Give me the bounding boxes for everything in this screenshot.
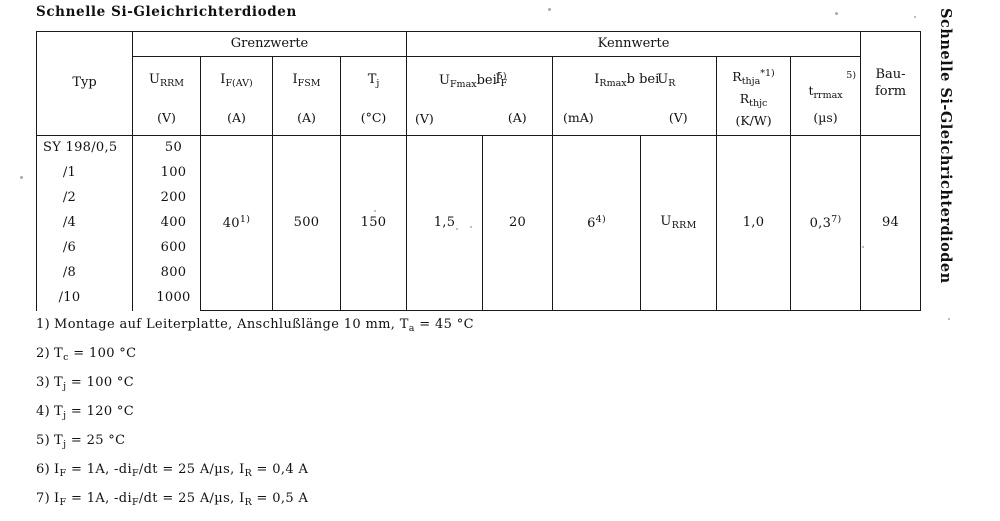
- table-row: /10 1000: [36, 285, 921, 311]
- page-title: Schnelle Si-Gleichrichterdioden: [36, 4, 297, 20]
- table-row: /6 600: [36, 235, 921, 261]
- scan-speckle: [862, 246, 864, 248]
- footnote-1: 1) Montage auf Leiterplatte, Anschlußläng…: [36, 317, 474, 335]
- header-group-grenzwerte: Grenzwerte: [131, 31, 408, 57]
- scan-speckle: [456, 228, 458, 230]
- cell-ifsm: 500: [272, 135, 341, 311]
- scan-speckle: [20, 176, 23, 179]
- cell-type: /8: [36, 260, 133, 286]
- header-if: IF (A): [482, 56, 554, 136]
- scan-speckle: [835, 12, 838, 15]
- cell-urrm: 600: [132, 235, 201, 261]
- table-row: /8 800: [36, 260, 921, 286]
- footnote-6: 6) IF = 1A, -diF/dt = 25 A/µs, IR = 0,4 A: [36, 462, 309, 480]
- footnote-7: 7) IF = 1A, -diF/dt = 25 A/µs, IR = 0,5 A: [36, 491, 309, 509]
- cell-type: /6: [36, 235, 133, 261]
- footnote-3: 3) Tj = 100 °C: [36, 375, 135, 393]
- cell-rth: 1,0: [716, 135, 792, 311]
- table-group-header-row: Typ Grenzwerte Kennwerte Bau- form: [36, 31, 922, 136]
- header-tj: Tj (°C): [339, 56, 408, 136]
- table-row: /1 100: [36, 160, 921, 186]
- footnote-5: 5) Tj = 25 °C: [36, 433, 126, 451]
- cell-urrm: 800: [132, 260, 201, 286]
- cell-type: /4: [36, 210, 133, 236]
- cell-if: 20: [482, 135, 554, 311]
- cell-type: /1: [36, 160, 133, 186]
- cell-trrmax: 0,37): [790, 135, 862, 311]
- cell-ifav: 401): [200, 135, 273, 311]
- cell-urrm: 400: [132, 210, 201, 236]
- header-rth: Rthja*1) Rthjc (K/W): [716, 56, 792, 136]
- table-row: SY 198/0,5 50 401) 500 150 1,5 20 64) UR…: [36, 135, 922, 311]
- table-row: /4 400: [36, 210, 921, 236]
- scan-speckle: [948, 318, 950, 320]
- header-typ: Typ: [36, 31, 133, 136]
- scan-speckle: [470, 226, 472, 228]
- cell-tj: 150: [339, 135, 408, 311]
- scan-speckle: [374, 210, 376, 212]
- cell-type: /2: [36, 185, 133, 211]
- scan-speckle: [914, 16, 916, 18]
- cell-bauform: 94: [860, 135, 922, 311]
- header-trrmax: 5) trrmax (µs): [790, 56, 862, 136]
- table-subheader-row: URRM (V) IF(AV) (A) IFSM (A) Tj (°C): [37, 56, 921, 136]
- cell-irmax: 64): [552, 135, 642, 311]
- cell-type: SY 198/0,5: [36, 135, 133, 161]
- header-group-kennwerte: Kennwerte: [406, 31, 862, 57]
- cell-ufmax: 1,5: [406, 135, 484, 311]
- header-ifsm: IFSM (A): [272, 56, 341, 136]
- header-bauform: Bau- form: [860, 31, 922, 136]
- side-margin-title: Schnelle Si-Gleichrichterdioden: [937, 8, 954, 284]
- cell-urrm: 50: [132, 135, 201, 161]
- table-body: SY 198/0,5 50 401) 500 150 1,5 20 64) UR…: [36, 135, 922, 311]
- cell-type: /10: [36, 285, 133, 311]
- specification-table: Typ Grenzwerte Kennwerte Bau- form URRM …: [36, 31, 922, 311]
- cell-urrm: 200: [132, 185, 201, 211]
- footnote-2: 2) Tc = 100 °C: [36, 346, 137, 364]
- header-if-av: IF(AV) (A): [200, 56, 273, 136]
- table-header: Typ Grenzwerte Kennwerte Bau- form URRM …: [36, 31, 922, 136]
- header-ur: UR (V): [640, 56, 718, 136]
- cell-urrm: 1000: [132, 285, 201, 311]
- cell-urrm: 100: [132, 160, 201, 186]
- specification-table-container: Typ Grenzwerte Kennwerte Bau- form URRM …: [36, 31, 922, 311]
- table-row: /2 200: [36, 185, 921, 211]
- datasheet-page: Schnelle Si-Gleichrichterdioden Schnelle…: [20, 4, 954, 507]
- header-ufmax: UFmaxbei5) (V): [406, 56, 507, 136]
- header-irmax: IRmaxb bei (mA): [552, 56, 659, 136]
- cell-ur: URRM: [640, 135, 718, 311]
- footnote-4: 4) Tj = 120 °C: [36, 404, 135, 422]
- scan-speckle: [548, 8, 551, 11]
- header-urrm: URRM (V): [132, 56, 201, 136]
- footnotes-list: 1) Montage auf Leiterplatte, Anschlußläng…: [36, 318, 736, 521]
